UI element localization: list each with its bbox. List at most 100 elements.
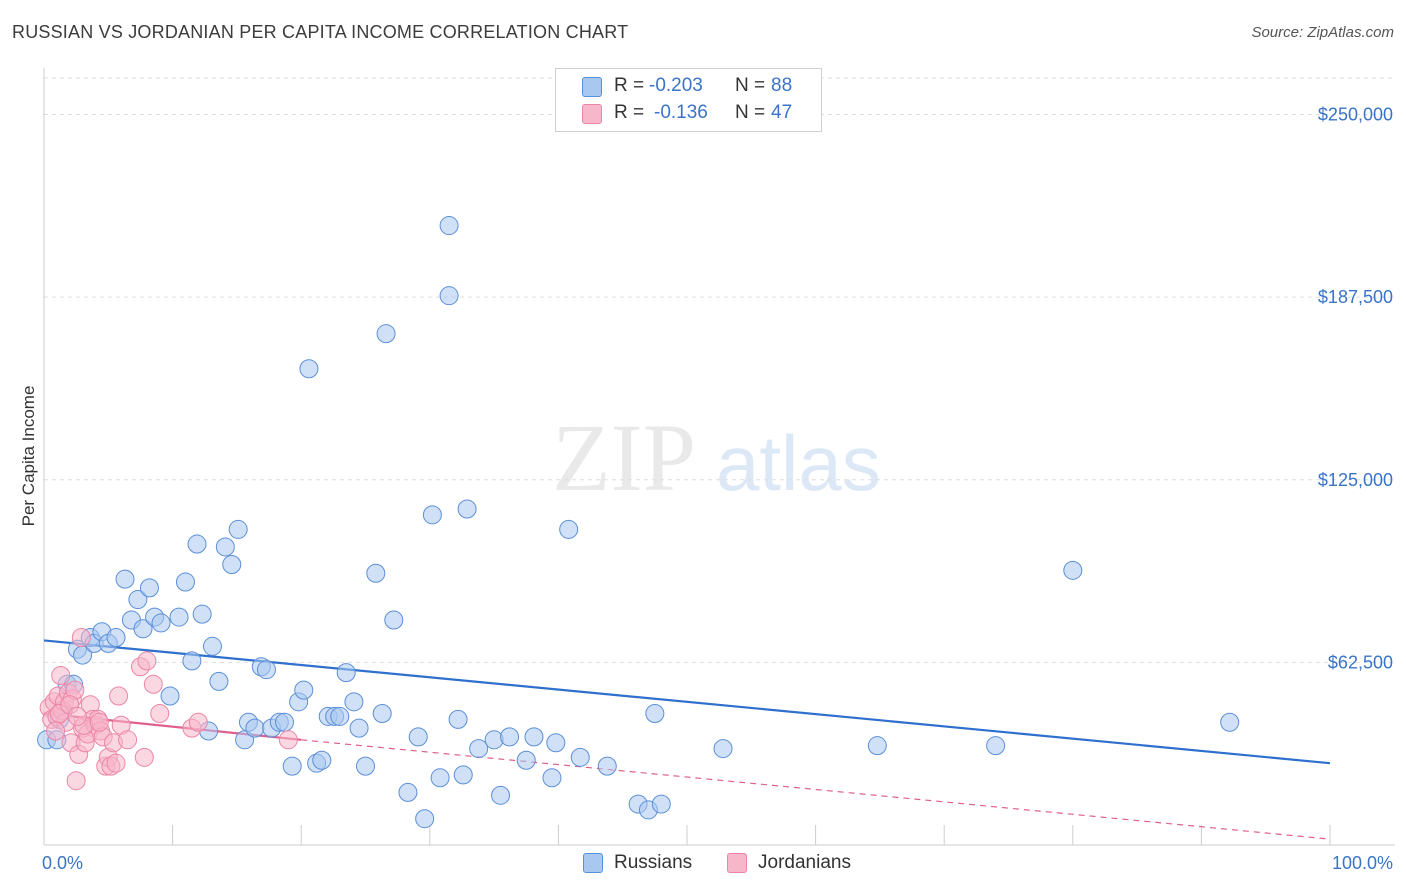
russians-point	[570, 747, 590, 767]
russians-point	[524, 727, 544, 747]
russians-point	[867, 736, 887, 756]
russians-point	[202, 636, 222, 656]
y-tick-label: $62,500	[1328, 652, 1393, 672]
russians-point	[986, 736, 1006, 756]
y-tick-label: $125,000	[1318, 470, 1393, 490]
watermark: ZIP atlas	[552, 404, 881, 511]
russians-point	[256, 660, 276, 680]
y-axis-title: Per Capita Income	[19, 386, 38, 527]
russians-point	[336, 663, 356, 683]
russians-point	[408, 727, 428, 747]
jordanians-point	[106, 753, 126, 773]
russians-point	[415, 809, 435, 829]
russians-point	[422, 505, 442, 525]
russians-point	[439, 216, 459, 236]
russians-point	[133, 619, 153, 639]
russians-point	[106, 628, 126, 648]
russians-point	[209, 671, 229, 691]
legend-r-value: -0.136	[654, 102, 708, 123]
russians-point	[245, 718, 265, 738]
russians-point	[312, 750, 332, 770]
russians-points	[37, 216, 1240, 829]
russians-point	[645, 704, 665, 724]
jordanians-point	[109, 686, 129, 706]
legend-r-label: R =	[614, 75, 645, 96]
x-tick-label-end: 100.0%	[1332, 853, 1393, 873]
russians-point	[139, 578, 159, 598]
x-tick-label-start: 0.0%	[42, 853, 83, 873]
chart-title: RUSSIAN VS JORDANIAN PER CAPITA INCOME C…	[12, 22, 629, 42]
russians-point	[453, 765, 473, 785]
watermark-atlas: atlas	[716, 419, 881, 507]
russians-point	[469, 739, 489, 759]
jordanians-point	[46, 721, 66, 741]
bottom-legend-jordanians-label: Jordanians	[758, 852, 851, 873]
russians-point	[192, 604, 212, 624]
correlation-legend: R = -0.203 N = 88 R = -0.136 N = 47	[555, 68, 822, 132]
russians-point	[384, 610, 404, 630]
jordanians-point	[118, 730, 138, 750]
axis-labels: $62,500 $125,000 $187,500 $250,000 0.0% 100.0…	[19, 105, 1393, 873]
russians-point	[559, 519, 579, 539]
y-tick-label: $187,500	[1318, 287, 1393, 307]
russians-point	[349, 718, 369, 738]
russians-point	[651, 794, 671, 814]
source-label: Source: ZipAtlas.com	[1251, 24, 1394, 41]
russians-point	[1220, 712, 1240, 732]
jordanians-swatch	[727, 853, 747, 873]
russians-point	[713, 739, 733, 759]
russians-point	[439, 286, 459, 306]
jordanians-point	[143, 674, 163, 694]
axes	[43, 68, 1395, 846]
jordanians-point	[71, 628, 91, 648]
jordanians-swatch	[582, 104, 602, 124]
russians-point	[398, 782, 418, 802]
jordanians-point	[67, 706, 87, 726]
legend-n-value: 88	[771, 75, 793, 96]
watermark-zip: ZIP	[552, 404, 696, 511]
jordanians-point	[150, 704, 170, 724]
russians-point	[228, 519, 248, 539]
russians-point	[484, 730, 504, 750]
jordanians-point	[89, 712, 109, 732]
russians-point	[457, 499, 477, 519]
russians-point	[274, 712, 294, 732]
russians-point	[222, 554, 242, 574]
jordanians-point	[188, 712, 208, 732]
russians-swatch	[583, 853, 603, 873]
legend-r-value: -0.203	[649, 75, 703, 96]
russians-point	[169, 607, 189, 627]
jordanians-point	[278, 730, 298, 750]
russians-swatch	[582, 77, 602, 97]
russians-point	[448, 709, 468, 729]
russians-point	[182, 651, 202, 671]
jordanians-point	[137, 651, 157, 671]
russians-point	[430, 768, 450, 788]
russians-point	[366, 563, 386, 583]
russians-point	[160, 686, 180, 706]
russians-point	[299, 359, 319, 379]
russians-point	[282, 756, 302, 776]
y-tick-label: $250,000	[1318, 105, 1393, 125]
russians-point	[376, 324, 396, 344]
jordanians-point	[51, 666, 71, 686]
russians-point	[542, 768, 562, 788]
jordanians-point	[134, 747, 154, 767]
russians-point	[128, 590, 148, 610]
jordanians-points	[39, 628, 298, 791]
bottom-legend-russians-label: Russians	[614, 852, 693, 873]
legend-n-value: 47	[771, 102, 793, 123]
russians-point	[546, 733, 566, 753]
russians-point	[372, 704, 392, 724]
russians-point	[330, 706, 350, 726]
russians-point	[516, 750, 536, 770]
russians-point	[1063, 560, 1083, 580]
russians-point	[500, 727, 520, 747]
legend-n-label: N =	[735, 102, 766, 123]
russians-point	[491, 785, 511, 805]
russians-point	[215, 537, 235, 557]
russians-point	[175, 572, 195, 592]
russians-point	[356, 756, 375, 776]
jordanians-point	[66, 771, 86, 791]
russians-point	[187, 534, 207, 554]
